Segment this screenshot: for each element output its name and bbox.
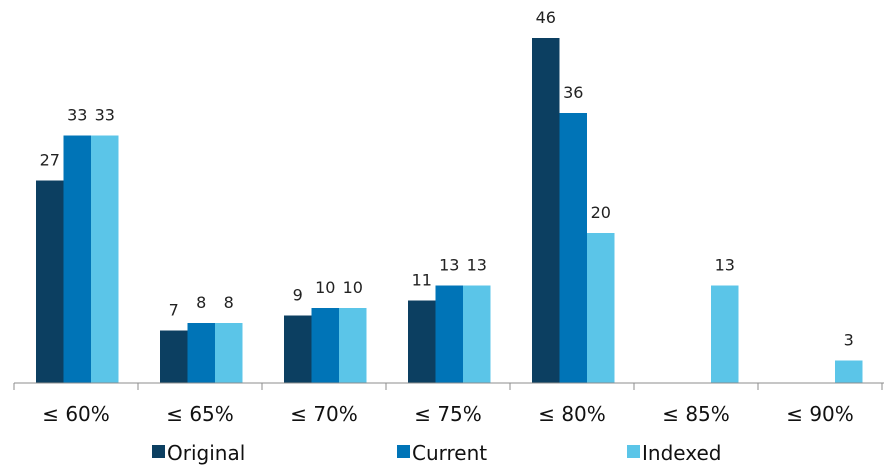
legend-label-current: Current — [412, 441, 487, 465]
bar-original-3 — [284, 315, 312, 383]
x-tick-label-6: ≤ 85% — [662, 402, 730, 426]
bar-indexed-4 — [463, 285, 491, 383]
data-label-indexed-6: 13 — [715, 256, 735, 275]
legend-swatch-current — [397, 445, 410, 458]
data-label-current-4: 13 — [439, 256, 459, 275]
data-label-current-5: 36 — [563, 83, 583, 102]
x-tick-label-2: ≤ 65% — [166, 402, 234, 426]
x-tick-label-7: ≤ 90% — [786, 402, 854, 426]
bar-indexed-5 — [587, 233, 615, 383]
bar-current-5 — [559, 113, 587, 383]
x-axis-tick-labels: ≤ 60% ≤ 65% ≤ 70% ≤ 75% ≤ 80% ≤ 85% ≤ 90% — [42, 402, 854, 426]
x-tick-label-5: ≤ 80% — [538, 402, 606, 426]
legend-label-original: Original — [167, 441, 245, 465]
data-label-current-2: 8 — [196, 293, 206, 312]
data-label-original-3: 9 — [293, 286, 303, 305]
bar-original-2 — [160, 330, 188, 383]
bars-layer — [36, 38, 863, 383]
bar-original-1 — [36, 180, 64, 383]
data-label-indexed-1: 33 — [95, 106, 115, 125]
x-axis-ticks — [13, 383, 883, 390]
bar-current-3 — [311, 308, 339, 383]
bar-current-4 — [435, 285, 463, 383]
data-label-original-5: 46 — [536, 8, 556, 27]
data-label-indexed-3: 10 — [343, 278, 363, 297]
data-label-original-4: 11 — [412, 271, 432, 290]
bar-indexed-3 — [339, 308, 367, 383]
data-label-indexed-5: 20 — [591, 203, 611, 222]
data-label-indexed-7: 3 — [844, 331, 854, 350]
data-label-original-2: 7 — [169, 301, 179, 320]
bar-original-4 — [408, 300, 436, 383]
legend-swatch-original — [152, 445, 165, 458]
legend-swatch-indexed — [627, 445, 640, 458]
legend: Original Current Indexed — [152, 441, 721, 465]
bar-indexed-2 — [215, 323, 243, 383]
bar-current-1 — [63, 135, 91, 383]
x-tick-label-3: ≤ 70% — [290, 402, 358, 426]
bar-original-5 — [532, 38, 560, 383]
data-label-indexed-2: 8 — [224, 293, 234, 312]
x-tick-label-1: ≤ 60% — [42, 402, 110, 426]
x-tick-label-4: ≤ 75% — [414, 402, 482, 426]
data-label-original-1: 27 — [40, 151, 60, 170]
bar-indexed-1 — [91, 135, 119, 383]
bar-indexed-7 — [835, 360, 863, 383]
legend-label-indexed: Indexed — [642, 441, 721, 465]
bar-current-2 — [187, 323, 215, 383]
data-label-current-3: 10 — [315, 278, 335, 297]
value-labels-layer: 27 7 9 11 46 33 8 10 13 36 33 8 10 13 20 13 3 — [40, 8, 854, 350]
bar-indexed-6 — [711, 285, 739, 383]
data-label-current-1: 33 — [67, 106, 87, 125]
data-label-indexed-4: 13 — [467, 256, 487, 275]
